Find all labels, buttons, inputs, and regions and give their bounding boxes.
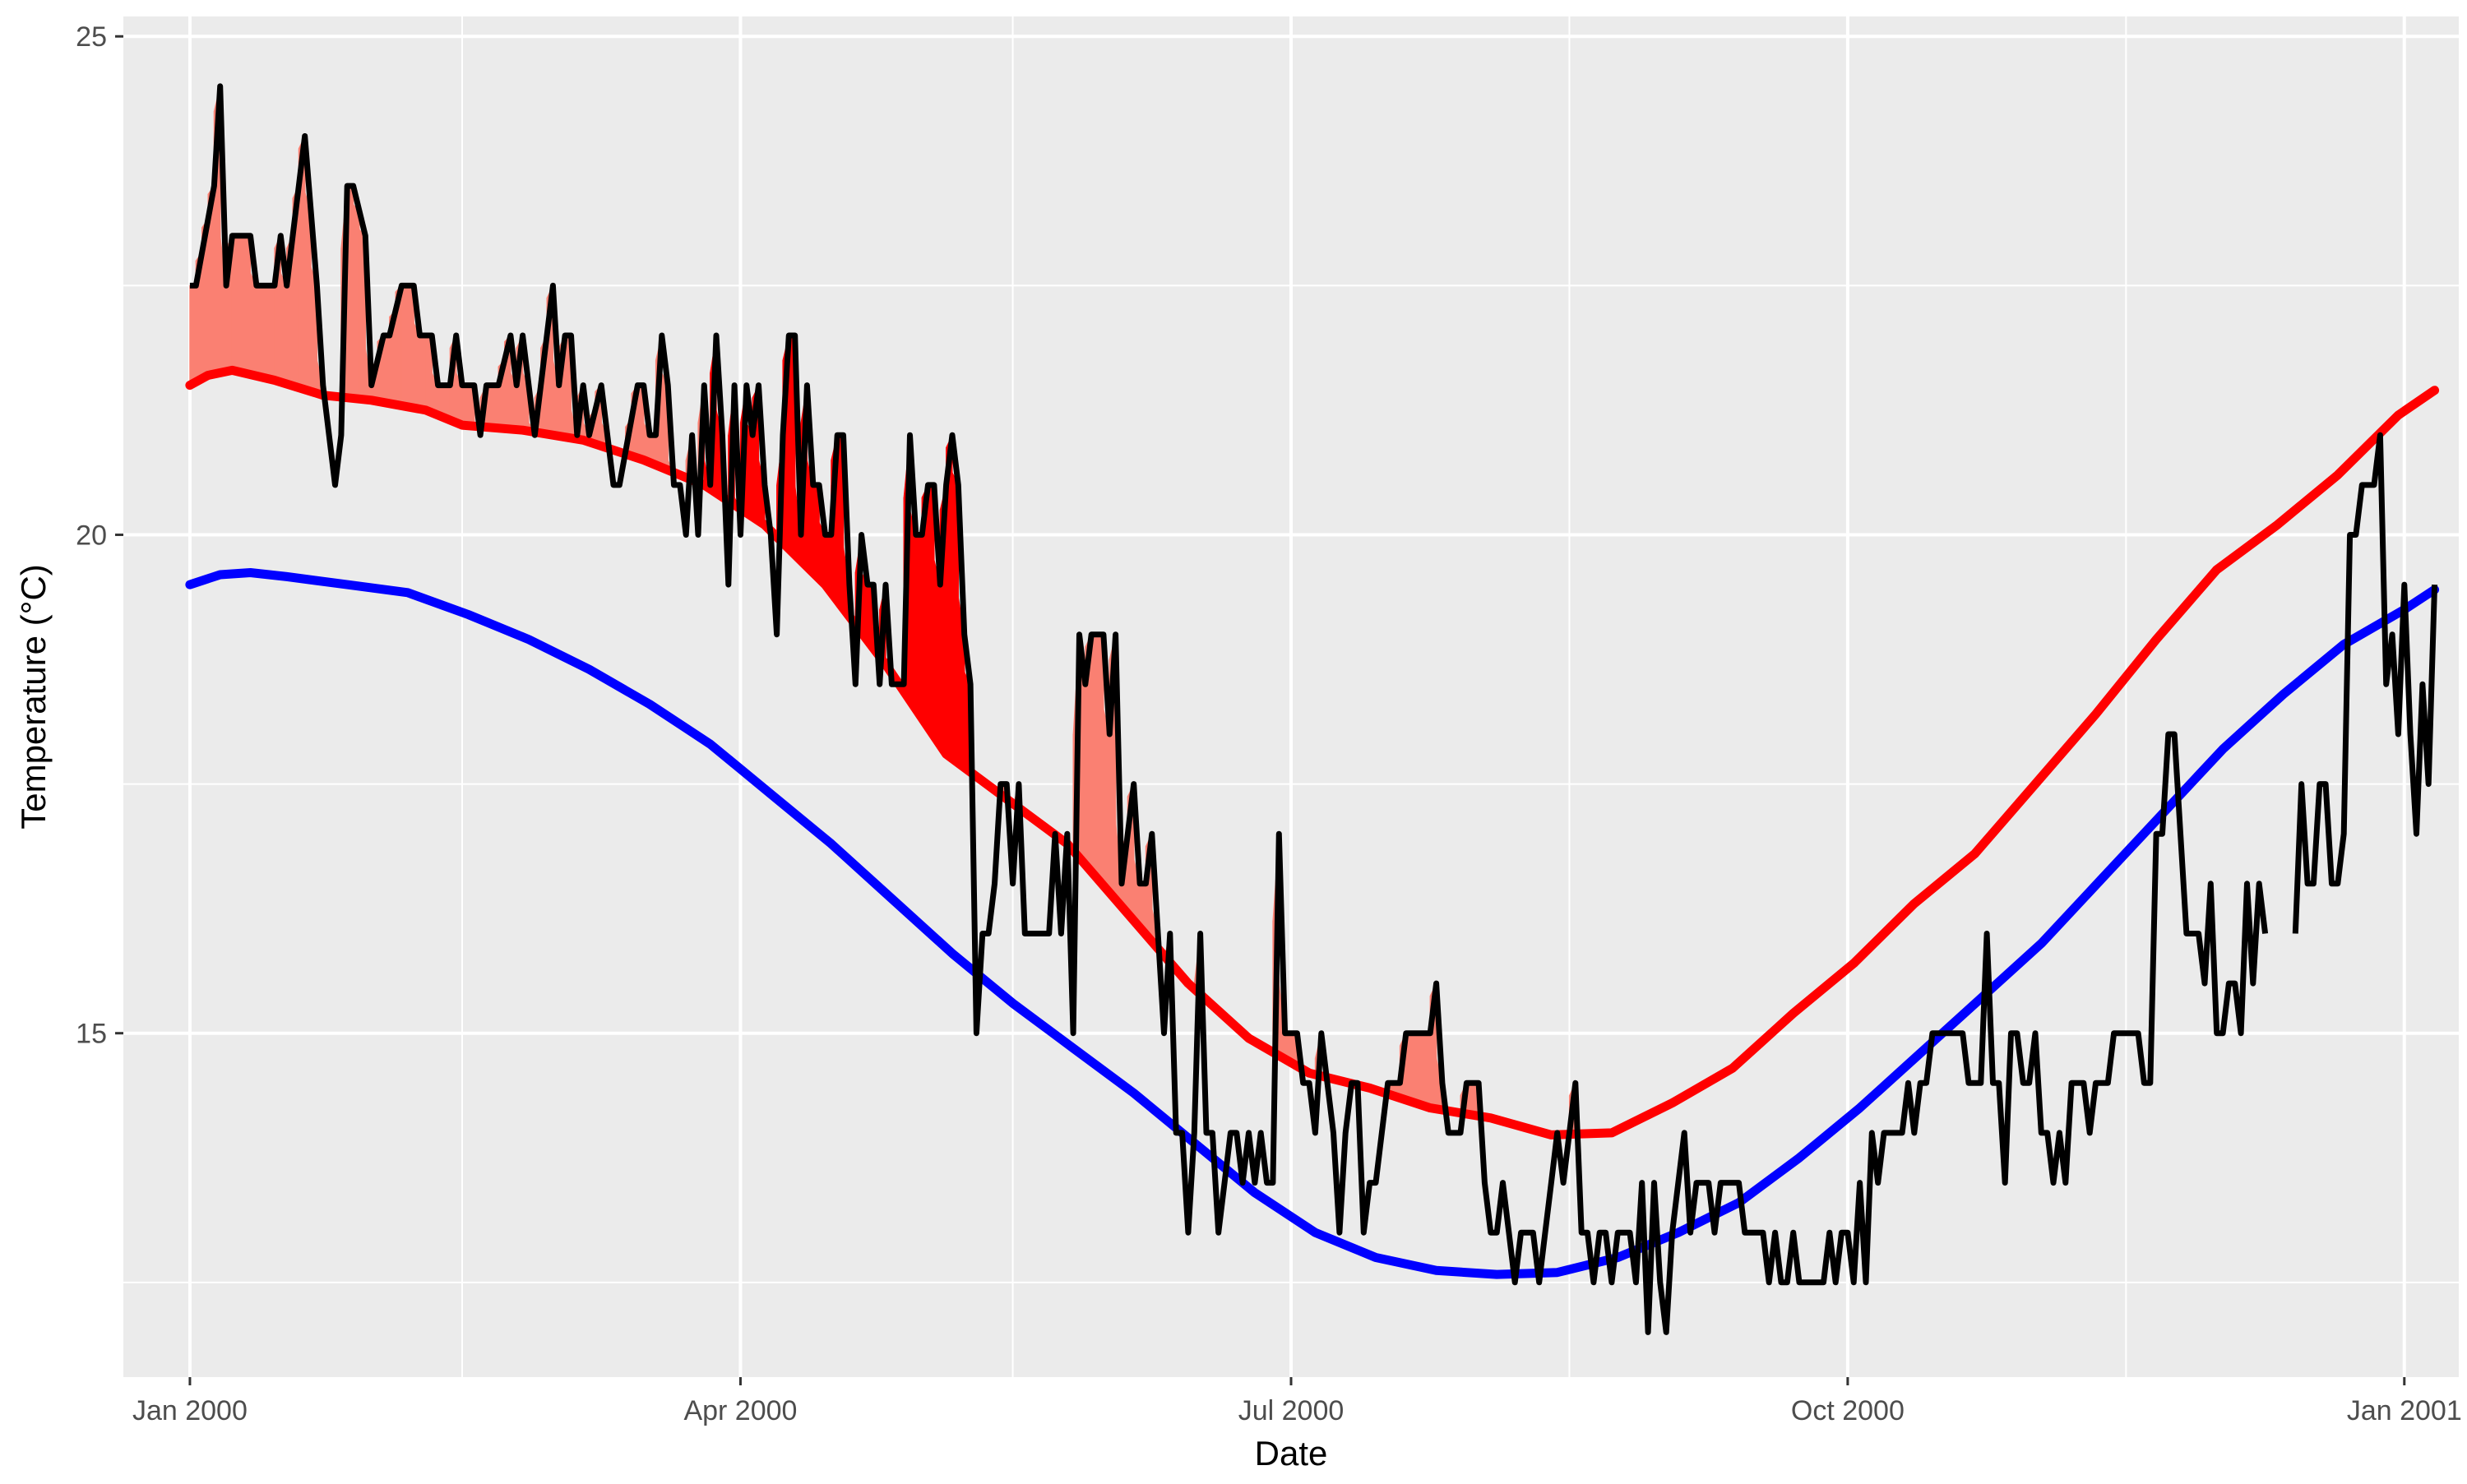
x-tick-label: Apr 2000 <box>683 1395 797 1426</box>
exceedance-area <box>243 235 252 376</box>
x-tick-label: Jul 2000 <box>1238 1395 1345 1426</box>
y-tick-label: 25 <box>76 21 107 53</box>
exceedance-area <box>492 385 499 429</box>
exceedance-area <box>268 284 275 381</box>
exceedance-area <box>189 284 197 384</box>
exceedance-area <box>1090 634 1099 880</box>
exceedance-area <box>1418 1033 1425 1107</box>
y-axis-title: Temperature (°C) <box>14 564 53 830</box>
grid <box>123 16 2459 1377</box>
exceedance-area <box>915 534 923 719</box>
exceedance-area <box>256 284 263 378</box>
exceedance-area <box>1423 1033 1431 1109</box>
x-tick-label: Oct 2000 <box>1791 1395 1905 1426</box>
exceedance-area <box>280 272 288 385</box>
exceedance-area <box>231 235 239 372</box>
x-axis-title: Date <box>1255 1434 1328 1472</box>
series-lines <box>185 83 2440 1335</box>
axis-ticks: 15 20 25 Jan 2000 Apr 2000 Jul 2000 Oct 2000 Ja… <box>76 21 2462 1426</box>
exceedance-area <box>353 203 360 400</box>
exceedance-area <box>382 335 391 405</box>
x-tick-label: Jan 2001 <box>2347 1395 2462 1426</box>
threshold-line <box>185 365 2440 1140</box>
x-tick-label: Jan 2000 <box>132 1395 248 1426</box>
exceedance-area <box>933 559 941 747</box>
exceedance-area <box>419 335 427 411</box>
y-tick-label: 20 <box>76 520 107 551</box>
exceedance-area <box>262 284 270 380</box>
exceedance-area <box>909 510 917 710</box>
exceedance-area <box>1097 634 1104 886</box>
y-tick-label: 15 <box>76 1019 107 1050</box>
climatology-line <box>185 568 2440 1279</box>
exceedance-area <box>461 385 469 427</box>
observed-line <box>189 83 2438 1335</box>
exceedance-area <box>1411 1033 1419 1105</box>
exceedance-area <box>928 484 935 737</box>
exceedance-area <box>400 284 409 408</box>
exceedance-area <box>238 235 245 374</box>
exceedance-area <box>250 272 257 377</box>
exceedance-area <box>407 284 414 409</box>
